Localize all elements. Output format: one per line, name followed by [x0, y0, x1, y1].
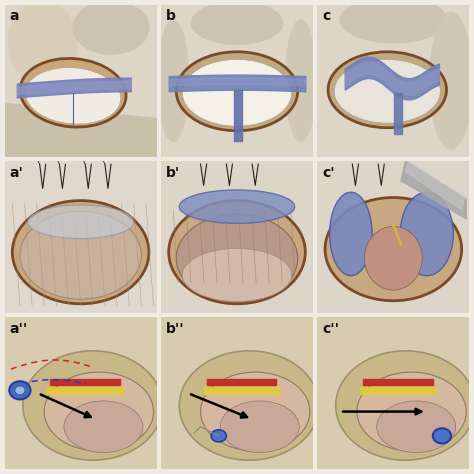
Ellipse shape	[182, 248, 292, 301]
Ellipse shape	[220, 401, 299, 453]
Polygon shape	[405, 161, 465, 210]
Polygon shape	[161, 161, 313, 313]
Ellipse shape	[182, 59, 292, 126]
Ellipse shape	[176, 52, 298, 131]
Text: a': a'	[9, 165, 23, 180]
Ellipse shape	[25, 67, 121, 124]
Ellipse shape	[201, 372, 310, 451]
Ellipse shape	[20, 58, 126, 127]
Ellipse shape	[176, 214, 298, 302]
Ellipse shape	[377, 401, 456, 453]
Ellipse shape	[340, 0, 447, 43]
Polygon shape	[318, 318, 469, 469]
Polygon shape	[318, 5, 469, 156]
Polygon shape	[5, 103, 156, 156]
Ellipse shape	[15, 386, 25, 395]
Ellipse shape	[169, 201, 305, 304]
Ellipse shape	[285, 20, 316, 141]
Ellipse shape	[325, 198, 462, 301]
Ellipse shape	[179, 351, 319, 460]
Text: b'': b''	[165, 322, 184, 336]
Text: c': c'	[322, 165, 335, 180]
Ellipse shape	[12, 201, 149, 304]
Ellipse shape	[433, 428, 451, 444]
Ellipse shape	[357, 372, 466, 451]
Ellipse shape	[365, 227, 422, 290]
Polygon shape	[5, 5, 156, 156]
Ellipse shape	[73, 1, 149, 54]
Polygon shape	[161, 318, 313, 469]
Text: a: a	[9, 9, 19, 23]
Text: c: c	[322, 9, 330, 23]
Polygon shape	[5, 161, 156, 313]
Ellipse shape	[191, 2, 283, 44]
Ellipse shape	[334, 59, 440, 123]
Ellipse shape	[27, 205, 134, 238]
Ellipse shape	[328, 52, 447, 128]
Ellipse shape	[23, 351, 163, 460]
Ellipse shape	[9, 1, 77, 84]
Polygon shape	[5, 318, 156, 469]
Ellipse shape	[158, 20, 189, 141]
Text: c'': c''	[322, 322, 339, 336]
Ellipse shape	[9, 381, 30, 400]
Ellipse shape	[64, 401, 143, 453]
Polygon shape	[318, 161, 469, 313]
Polygon shape	[401, 161, 466, 219]
Ellipse shape	[336, 351, 474, 460]
Ellipse shape	[20, 211, 141, 299]
Text: a'': a''	[9, 322, 27, 336]
Ellipse shape	[400, 192, 453, 276]
Ellipse shape	[430, 12, 472, 149]
Polygon shape	[161, 5, 313, 156]
Ellipse shape	[179, 190, 295, 223]
Ellipse shape	[44, 372, 154, 451]
Ellipse shape	[329, 192, 372, 276]
Text: b: b	[165, 9, 175, 23]
Ellipse shape	[211, 430, 227, 442]
Text: b': b'	[165, 165, 180, 180]
